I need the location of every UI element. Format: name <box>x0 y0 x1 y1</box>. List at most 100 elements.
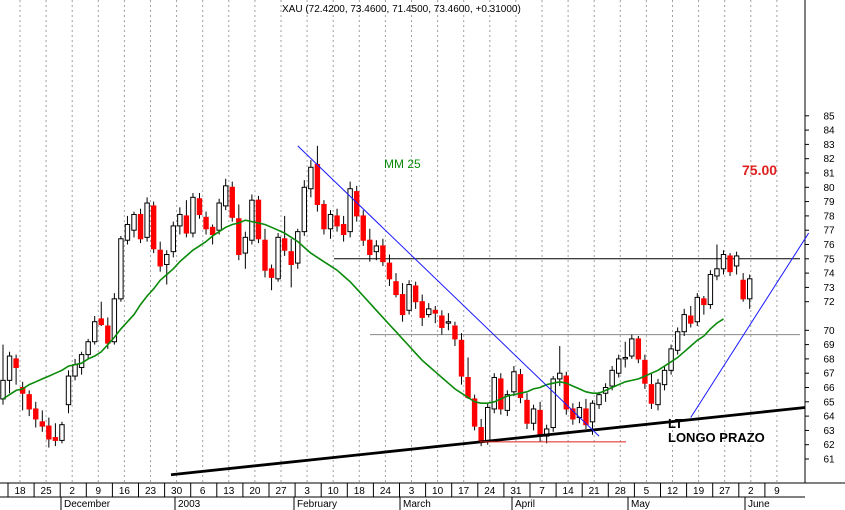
y-tick-label: 61 <box>823 455 835 466</box>
candle-body <box>72 364 78 377</box>
y-tick-label: 80 <box>823 183 835 194</box>
candle-body <box>314 163 321 205</box>
candle-body <box>655 382 661 406</box>
x-day-label: 23 <box>145 486 157 497</box>
candle-body <box>367 239 373 256</box>
long-term-trendline <box>170 406 806 477</box>
x-month-label: 2003 <box>178 499 201 510</box>
candle-body <box>733 255 740 267</box>
candle-body <box>747 278 753 300</box>
candle-body <box>458 339 465 377</box>
candle-body <box>668 348 674 371</box>
candle-body <box>301 186 308 233</box>
y-tick-label: 84 <box>823 126 835 137</box>
x-month-label: March <box>403 499 431 510</box>
resistance-label: 75.00 <box>742 162 777 178</box>
x-day-label: 7 <box>539 486 545 497</box>
candle-body <box>124 223 131 241</box>
candle-body <box>98 318 104 326</box>
candle-body <box>275 236 281 280</box>
y-tick-label: 72 <box>823 297 835 308</box>
candle-body <box>308 166 314 190</box>
candle-body <box>386 262 393 280</box>
candle-body <box>557 372 563 380</box>
candle-body <box>52 437 59 441</box>
y-tick-label: 85 <box>823 111 835 122</box>
candle-body <box>570 408 576 420</box>
x-month-label: February <box>297 499 337 510</box>
x-day-label: 12 <box>667 486 679 497</box>
candle-body <box>380 245 386 263</box>
y-tick-label: 64 <box>823 412 835 423</box>
candle-body <box>635 338 642 360</box>
candle-body <box>46 425 52 440</box>
x-month-label: April <box>515 499 535 510</box>
candle-body <box>720 254 727 270</box>
y-tick-label: 76 <box>823 240 835 251</box>
candle-body <box>485 407 491 441</box>
candle-body <box>642 359 648 384</box>
y-tick-label: 75 <box>823 254 835 265</box>
x-day-label: 17 <box>458 486 470 497</box>
candle-body <box>530 408 537 424</box>
candle-body <box>478 427 484 441</box>
x-day-label: 13 <box>223 486 235 497</box>
y-tick-label: 68 <box>823 354 835 365</box>
candlesticks <box>0 145 753 448</box>
candle-body <box>295 231 301 264</box>
x-axis: 18 25 2 9 16 23 30 6 13 20 27 3 10 18 24 3 10 17 24 31 7 14 21… <box>0 482 845 510</box>
x-day-label: 30 <box>171 486 183 497</box>
candle-body <box>616 358 622 374</box>
candle-body <box>688 315 694 324</box>
moving-average-line <box>2 219 724 405</box>
candle-body <box>419 301 425 318</box>
x-day-label: 3 <box>409 486 415 497</box>
x-day-label: 18 <box>354 486 366 497</box>
candle-body <box>78 354 85 368</box>
x-day-label: 5 <box>644 486 650 497</box>
candle-body <box>19 387 26 394</box>
ma-label: MM 25 <box>384 157 421 171</box>
x-month-label: May <box>631 499 650 510</box>
y-tick-label: 83 <box>823 140 835 151</box>
y-tick-label: 70 <box>823 326 835 337</box>
candle-body <box>406 284 412 311</box>
y-tick-label: 77 <box>823 226 835 237</box>
candle-body <box>373 245 380 253</box>
y-tick-label: 74 <box>823 269 835 280</box>
candle-body <box>399 294 406 316</box>
candle-body <box>183 215 190 234</box>
candle-body <box>144 202 150 238</box>
trendlines <box>170 145 810 477</box>
x-day-label: 16 <box>119 486 131 497</box>
candle-body <box>150 205 157 250</box>
candle-body <box>0 379 6 400</box>
x-day-label: 20 <box>249 486 261 497</box>
candle-body <box>216 202 222 231</box>
candle-body <box>452 325 458 340</box>
x-day-label: 9 <box>774 486 780 497</box>
x-day-label: 19 <box>693 486 705 497</box>
candle-body <box>537 409 543 437</box>
x-day-label: 28 <box>615 486 627 497</box>
candle-body <box>648 384 655 404</box>
candle-body <box>157 249 163 267</box>
candle-body <box>550 378 556 429</box>
candle-body <box>596 394 602 406</box>
y-tick-label: 63 <box>823 426 835 437</box>
candle-body <box>268 268 275 278</box>
candle-body <box>524 399 530 424</box>
candle-body <box>727 255 733 273</box>
candle-body <box>563 375 569 410</box>
candle-body <box>39 421 45 427</box>
y-tick-label: 82 <box>823 154 835 165</box>
annotation-line2: LONGO PRAZO <box>668 430 765 445</box>
y-tick-label: 81 <box>823 169 835 180</box>
candle-body <box>255 199 262 240</box>
candle-body <box>229 186 235 218</box>
candle-body <box>131 213 137 231</box>
y-tick-label: 79 <box>823 197 835 208</box>
x-day-label: 14 <box>563 486 575 497</box>
x-day-label: 10 <box>432 486 444 497</box>
candle-body <box>707 274 714 306</box>
